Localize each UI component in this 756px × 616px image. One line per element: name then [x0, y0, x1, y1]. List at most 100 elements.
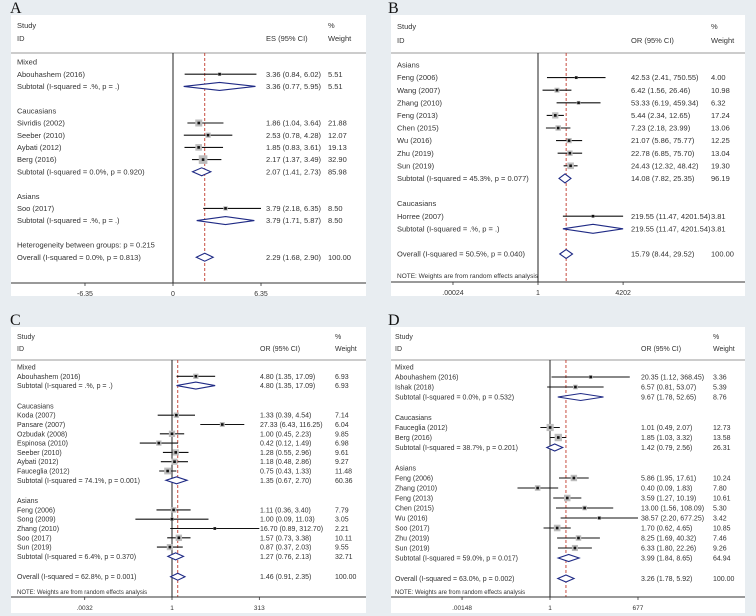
- subtotal-label: Subtotal (I-squared = 59.0%, p = 0.017): [395, 555, 518, 562]
- header-percent: %: [713, 334, 719, 341]
- subtotal-label: Subtotal (I-squared = 38.7%, p = 0.201): [395, 445, 518, 452]
- point-estimate: [557, 436, 560, 439]
- header-weight: Weight: [335, 346, 357, 353]
- point-estimate: [536, 486, 539, 490]
- panel-label: C: [10, 312, 21, 329]
- header-id: ID: [17, 346, 24, 353]
- study-label: Abouhashem (2016): [17, 374, 80, 381]
- effect-ci: 1.86 (1.04, 3.64): [266, 119, 322, 128]
- point-estimate: [170, 432, 174, 436]
- effect-ci: 3.36 (0.84, 6.02): [266, 70, 322, 79]
- point-estimate: [567, 139, 571, 142]
- group-label: Asians: [395, 465, 417, 472]
- effect-ci: 0.42 (0.12, 1.49): [260, 441, 311, 448]
- study-label: Feng (2013): [397, 111, 438, 120]
- study-label: Feng (2006): [395, 475, 433, 482]
- x-tick-label: 4202: [615, 290, 631, 297]
- header-id: ID: [397, 36, 405, 45]
- subtotal-diamond: [166, 552, 185, 561]
- study-label: Soo (2017): [17, 535, 52, 542]
- effect-ci: 13.00 (1.56, 108.09): [641, 505, 704, 512]
- effect-ci: 3.79 (2.18, 6.35): [266, 204, 322, 213]
- study-label: Ishak (2018): [395, 384, 434, 391]
- x-tick-label: 6.35: [254, 291, 268, 298]
- weight-value: 5.51: [328, 82, 343, 91]
- study-label: Aybati (2012): [17, 459, 59, 466]
- weight-value: 6.93: [335, 374, 349, 381]
- study-label: Soo (2017): [395, 525, 430, 532]
- effect-ci: 8.25 (1.69, 40.32): [641, 535, 696, 542]
- x-tick-label: 677: [633, 605, 644, 612]
- subtotal-diamond: [558, 173, 572, 184]
- x-tick-label: .00024: [442, 290, 464, 297]
- forest-plot-a: A Study ID ES (95% CI)% Weight Mixed Abouhashe…: [10, 0, 366, 298]
- weight-value: 10.98: [711, 86, 730, 95]
- effect-ci: 1.57 (0.73, 3.38): [260, 535, 311, 542]
- effect-ci: 1.42 (0.79, 2.56): [641, 445, 692, 452]
- subtotal-diamond: [183, 81, 256, 91]
- plot-background: [11, 15, 366, 296]
- weight-value: 6.04: [335, 422, 349, 429]
- subtotal-diamond: [556, 553, 581, 563]
- study-label: Zhang (2010): [397, 98, 443, 107]
- study-label: Feng (2006): [17, 507, 55, 514]
- point-estimate: [213, 527, 217, 530]
- weight-value: 2.21: [335, 526, 349, 533]
- weight-value: 100.00: [335, 574, 357, 581]
- weight-value: 9.27: [335, 459, 349, 466]
- overall-label: Overall (I-squared = 0.0%, p = 0.813): [17, 253, 141, 262]
- forest-plot-c: C Study ID OR (95% CI)% Weight Mixed Abouhashe…: [10, 312, 366, 613]
- point-estimate: [572, 476, 576, 480]
- weight-value: 13.06: [711, 124, 730, 133]
- point-estimate: [591, 214, 595, 218]
- weight-value: 5.51: [328, 70, 343, 79]
- overall-diamond: [558, 248, 574, 260]
- weight-value: 7.46: [713, 535, 727, 542]
- weight-value: 4.00: [711, 73, 726, 82]
- weight-value: 3.81: [711, 224, 726, 233]
- weight-value: 6.98: [335, 441, 349, 448]
- effect-ci: 1.01 (0.49, 2.07): [641, 425, 692, 432]
- weight-value: 17.24: [711, 111, 730, 120]
- effect-ci: 1.70 (0.62, 4.65): [641, 525, 692, 532]
- overall-label: Overall (I-squared = 62.8%, p = 0.001): [17, 574, 136, 581]
- point-estimate: [168, 545, 172, 549]
- point-estimate: [569, 164, 572, 168]
- study-label: Chen (2015): [395, 505, 434, 512]
- weight-value: 6.93: [335, 383, 349, 390]
- study-label: Soo (2017): [17, 204, 55, 213]
- header-study: Study: [395, 334, 413, 341]
- weight-value: 3.36: [713, 374, 727, 381]
- weight-value: 32.71: [335, 554, 353, 561]
- point-estimate: [573, 546, 577, 550]
- overall-diamond: [556, 574, 576, 583]
- effect-ci: 22.78 (6.85, 75.70): [631, 149, 695, 158]
- point-estimate: [206, 133, 210, 137]
- effect-ci: 1.85 (1.03, 3.32): [641, 435, 692, 442]
- point-estimate: [548, 426, 552, 429]
- effect-ci: 0.40 (0.09, 1.83): [641, 485, 692, 492]
- group-label: Mixed: [17, 364, 36, 371]
- effect-ci: 14.08 (7.82, 25.35): [631, 174, 695, 183]
- subtotal-label: Subtotal (I-squared = .%, p = .): [17, 216, 120, 225]
- x-tick-label: .00148: [452, 605, 472, 612]
- weight-value: 6.32: [711, 98, 726, 107]
- effect-ci: 3.99 (1.84, 8.65): [641, 555, 692, 562]
- point-estimate: [173, 460, 176, 463]
- study-label: Sivridis (2002): [17, 119, 65, 128]
- point-estimate: [174, 451, 178, 454]
- study-label: Ozbudak (2008): [17, 431, 67, 438]
- group-label: Caucasians: [395, 415, 432, 422]
- point-estimate: [175, 413, 178, 417]
- weight-value: 64.94: [713, 555, 731, 562]
- effect-ci: 27.33 (6.43, 116.25): [260, 422, 323, 429]
- subtotal-label: Subtotal (I-squared = 45.3%, p = 0.077): [397, 174, 529, 183]
- panel-label: D: [388, 312, 400, 329]
- header-weight: Weight: [711, 36, 735, 45]
- header-effect: OR (95% CI): [631, 36, 674, 45]
- effect-ci: 1.27 (0.76, 2.13): [260, 554, 311, 561]
- study-label: Aybati (2012): [17, 143, 62, 152]
- point-estimate: [157, 441, 161, 445]
- overall-diamond: [169, 572, 187, 581]
- effect-ci: 1.35 (0.67, 2.70): [260, 478, 311, 485]
